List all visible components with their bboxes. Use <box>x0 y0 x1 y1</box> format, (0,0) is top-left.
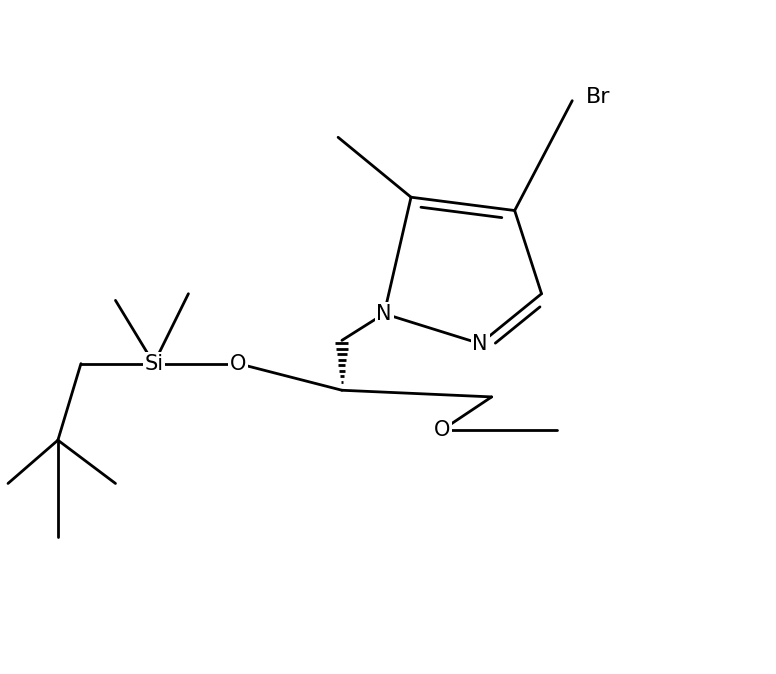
Text: O: O <box>230 354 247 373</box>
Text: N: N <box>473 334 488 354</box>
Text: Si: Si <box>144 354 164 373</box>
Text: N: N <box>376 304 392 324</box>
Text: O: O <box>434 420 450 440</box>
Text: Br: Br <box>586 88 611 107</box>
